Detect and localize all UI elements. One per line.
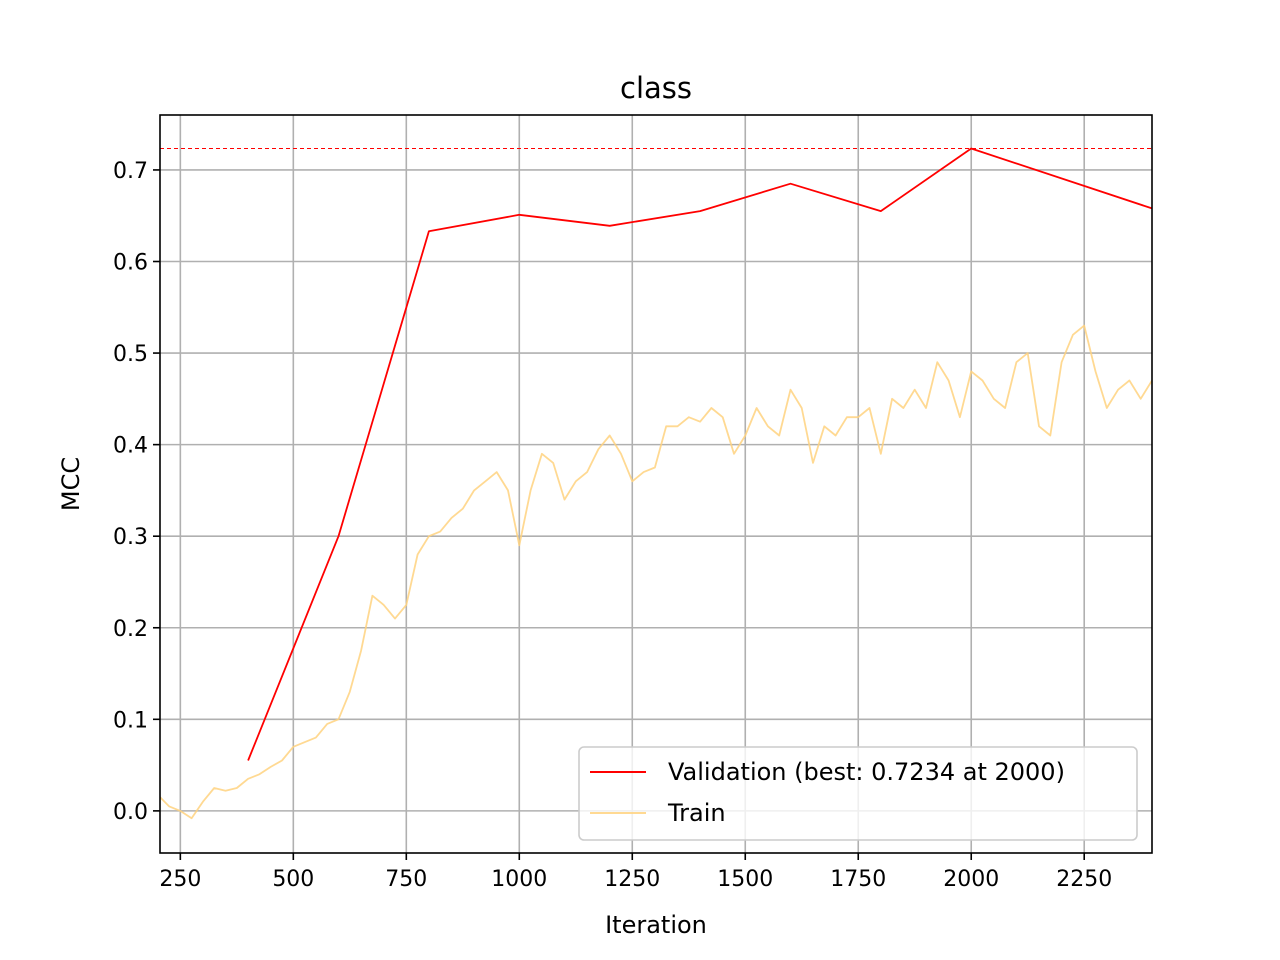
y-tick-label: 0.3 bbox=[113, 525, 148, 550]
x-tick-label: 250 bbox=[159, 867, 201, 892]
x-tick-label: 1750 bbox=[830, 867, 886, 892]
legend-box bbox=[578, 746, 1138, 841]
x-tick-label: 1000 bbox=[491, 867, 547, 892]
x-tick-label: 1500 bbox=[717, 867, 773, 892]
x-axis-label: Iteration bbox=[605, 911, 707, 939]
y-tick-label: 0.6 bbox=[113, 251, 148, 276]
x-tick-label: 2000 bbox=[943, 867, 999, 892]
plot-frame bbox=[159, 114, 1153, 854]
series-lines bbox=[159, 147, 1153, 820]
x-axis-ticks: 250 500 750 1000 1250 1500 1750 2000 2250 bbox=[159, 853, 1112, 892]
y-axis-label: MCC bbox=[57, 457, 85, 511]
y-axis-ticks: 0.0 0.1 0.2 0.3 0.4 0.5 0.6 0.7 bbox=[113, 159, 160, 825]
legend-label-validation: Validation (best: 0.7234 at 2000) bbox=[668, 758, 1065, 786]
x-tick-label: 2250 bbox=[1056, 867, 1112, 892]
train-series-line bbox=[159, 324, 1153, 820]
legend-label-train: Train bbox=[667, 799, 726, 827]
y-tick-label: 0.0 bbox=[113, 800, 148, 825]
y-tick-label: 0.5 bbox=[113, 342, 148, 367]
x-tick-label: 1250 bbox=[604, 867, 660, 892]
chart-title: class bbox=[620, 71, 692, 105]
y-tick-label: 0.2 bbox=[113, 617, 148, 642]
y-tick-label: 0.1 bbox=[113, 708, 148, 733]
legend: Validation (best: 0.7234 at 2000) Train bbox=[578, 746, 1138, 841]
y-tick-label: 0.7 bbox=[113, 159, 148, 184]
validation-series-line bbox=[247, 147, 1153, 761]
x-tick-label: 500 bbox=[272, 867, 314, 892]
y-tick-label: 0.4 bbox=[113, 434, 148, 459]
x-tick-label: 750 bbox=[385, 867, 427, 892]
